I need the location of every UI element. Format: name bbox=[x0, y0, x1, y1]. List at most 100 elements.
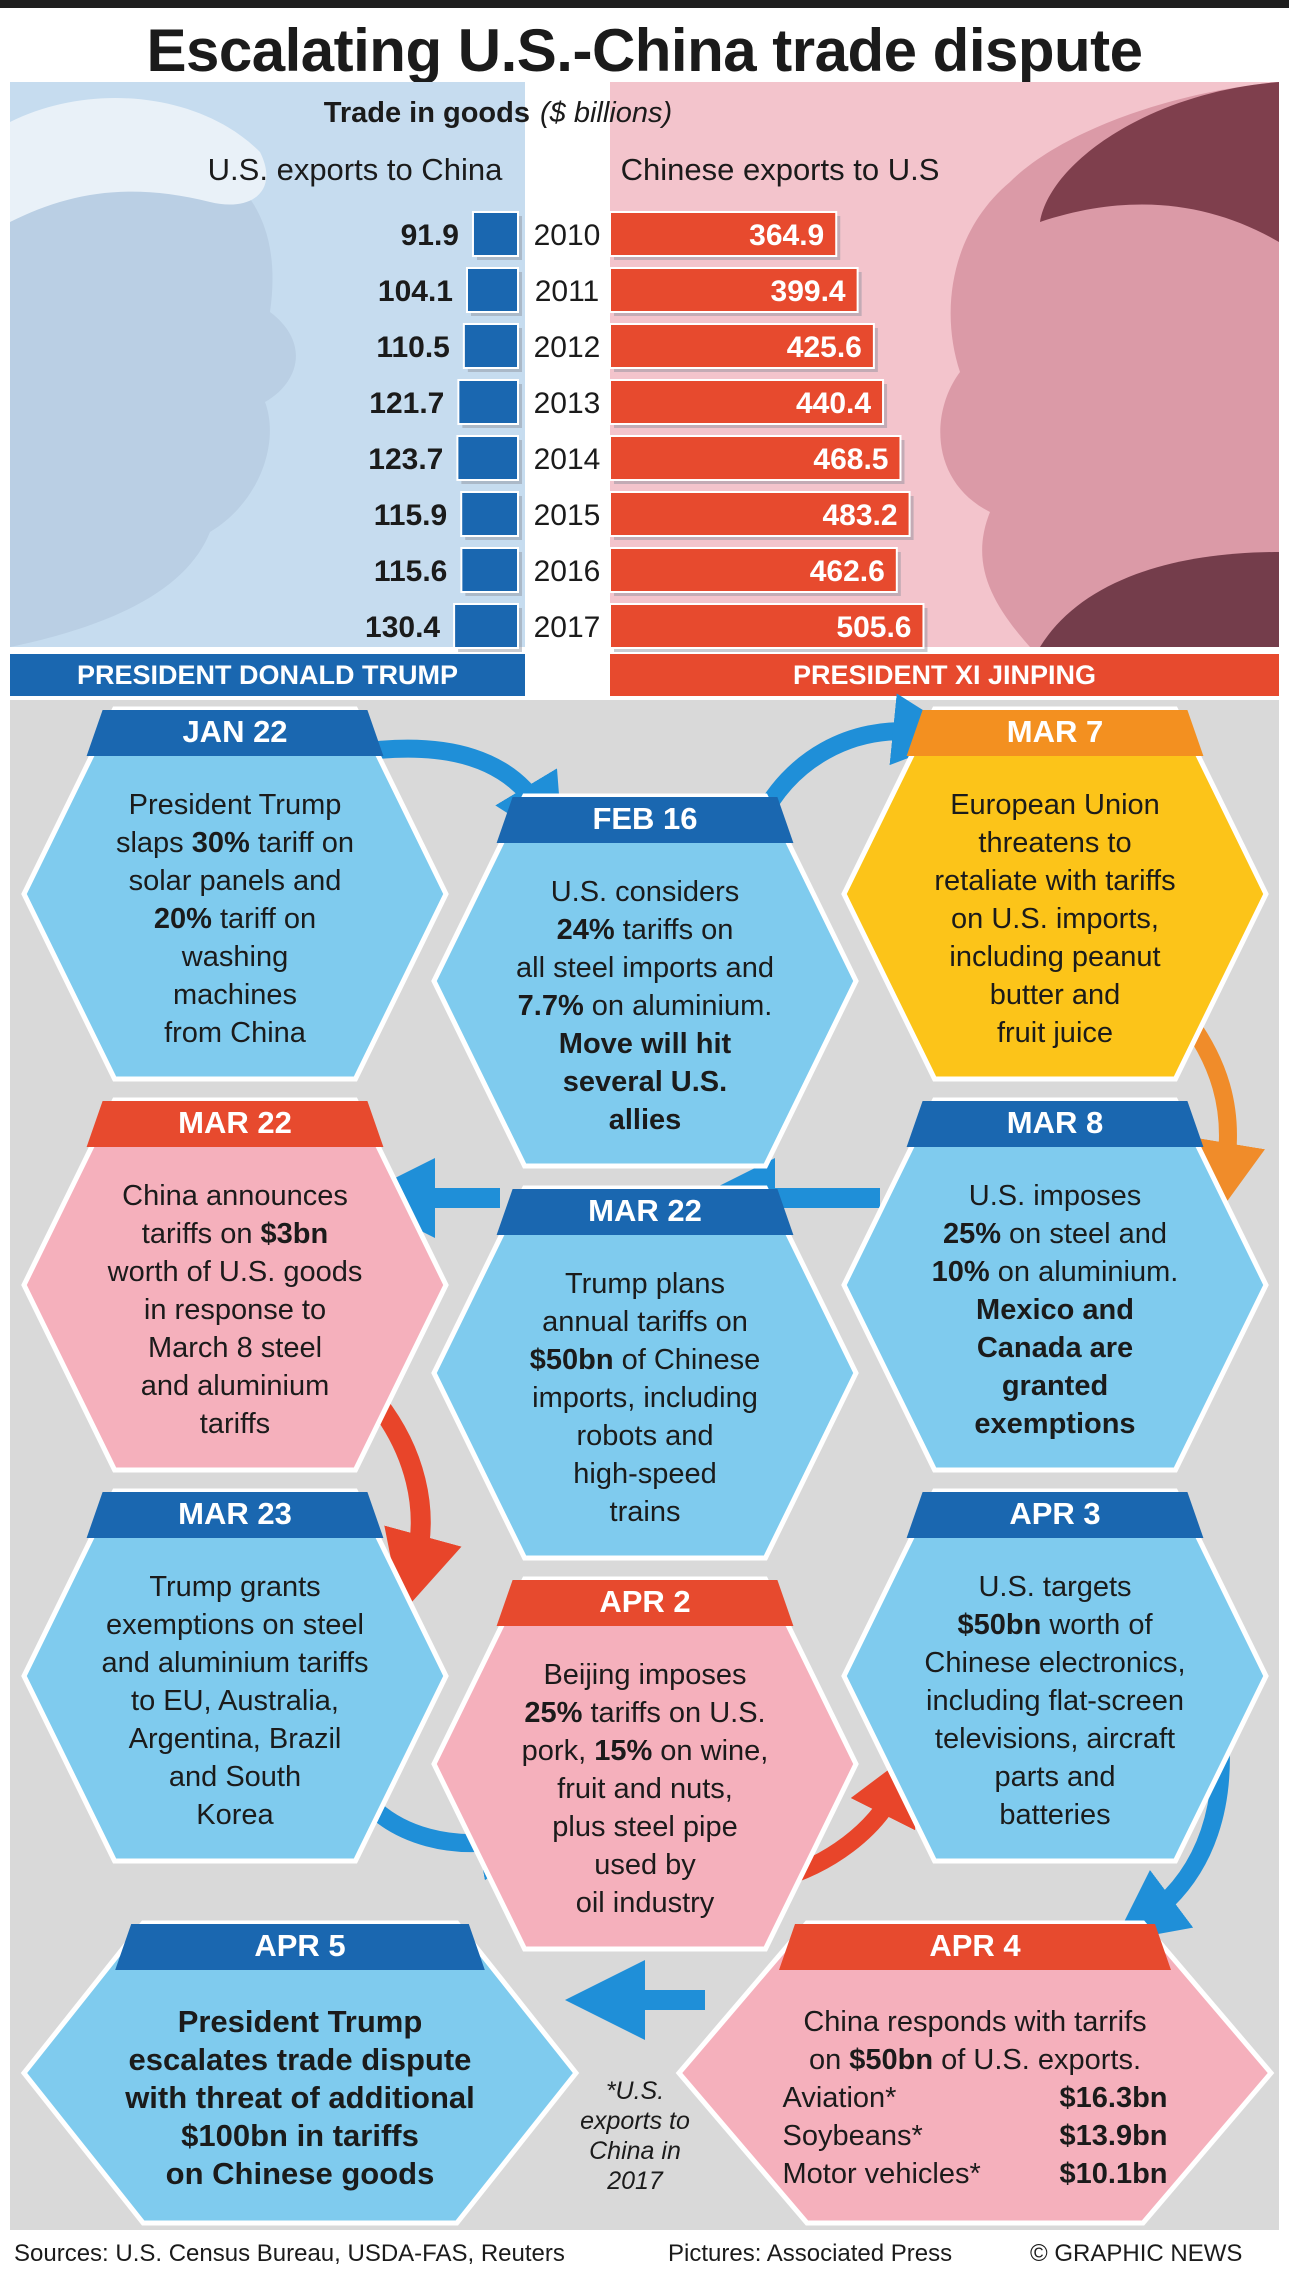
footer-sources: Sources: U.S. Census Bureau, USDA-FAS, R… bbox=[14, 2240, 565, 2267]
date-banner bbox=[906, 710, 1204, 756]
us-export-bar bbox=[465, 267, 519, 313]
event-hexagon bbox=[841, 1488, 1269, 1864]
description-line: tariffs on $3bn bbox=[141, 1218, 329, 1250]
description-line: and aluminium tariffs bbox=[101, 1647, 369, 1679]
event-date: APR 3 bbox=[1009, 1496, 1101, 1531]
hexagon-shape bbox=[431, 1185, 859, 1561]
event-date: APR 4 bbox=[929, 1928, 1021, 1963]
event-mar-7: MAR 7 European Union threatens to retaliate… bbox=[840, 706, 1270, 1082]
date-banner bbox=[86, 1101, 384, 1147]
date-banner bbox=[496, 1580, 794, 1626]
description-line: fruit and nuts, bbox=[557, 1773, 733, 1805]
footer bbox=[0, 2232, 1289, 2275]
date-banner bbox=[496, 1189, 794, 1235]
event-hexagon bbox=[431, 1576, 859, 1952]
description-line: trains bbox=[609, 1496, 681, 1528]
description-line: tariffs bbox=[199, 1408, 271, 1440]
description-line: in response to bbox=[143, 1294, 327, 1326]
description-line: $50bn worth of bbox=[957, 1609, 1153, 1641]
arrow-mar22a-mar23 bbox=[367, 1393, 462, 1614]
description-line: robots and bbox=[576, 1420, 714, 1452]
chart-unit-text: ($ billions) bbox=[540, 97, 672, 129]
year-label: 2010 bbox=[534, 219, 601, 252]
event-apr-2: APR 2 Beijing imposes 25% tariffs on U.S. p… bbox=[430, 1576, 860, 1952]
description-line: President Trump bbox=[177, 2004, 423, 2039]
description-line: allies bbox=[608, 1104, 682, 1136]
xi-portrait-image bbox=[940, 82, 1279, 647]
year-column bbox=[525, 140, 610, 647]
year-label: 2011 bbox=[535, 275, 600, 308]
china-value-label: 364.9 bbox=[749, 219, 824, 252]
tariff-item-row: Aviation* $16.3bn bbox=[783, 2079, 1168, 2117]
description-line: $50bn of Chinese bbox=[529, 1344, 761, 1376]
hexagon-shape bbox=[841, 1097, 1269, 1473]
china-value-label: 440.4 bbox=[796, 387, 871, 420]
event-date: MAR 8 bbox=[1006, 1105, 1104, 1140]
footnote-line: 2017 bbox=[607, 2167, 663, 2195]
china-value-label: 425.6 bbox=[787, 331, 862, 364]
year-label: 2015 bbox=[534, 499, 601, 532]
description-line: used by bbox=[594, 1849, 696, 1881]
description-line: including peanut bbox=[949, 941, 1161, 973]
top-rule bbox=[0, 0, 1289, 8]
china-export-bar bbox=[609, 491, 911, 537]
hexagon-shape bbox=[20, 1920, 580, 2226]
hexagon-shape bbox=[21, 706, 449, 1082]
china-series-title: Chinese exports to U.S bbox=[621, 152, 940, 187]
china-export-bar bbox=[609, 435, 902, 481]
china-value-label: 505.6 bbox=[836, 611, 911, 644]
event-hexagon bbox=[21, 1488, 449, 1864]
event-feb-16: FEB 16 U.S. considers 24% tariffs on all st… bbox=[430, 793, 860, 1169]
event-hexagon bbox=[431, 1185, 859, 1561]
year-label: 2016 bbox=[534, 555, 601, 588]
event-hexagon bbox=[675, 1920, 1275, 2226]
year-label: 2017 bbox=[534, 611, 601, 644]
hexagon-shape bbox=[21, 1097, 449, 1473]
description-line: with threat of additional bbox=[125, 2080, 475, 2115]
footnote: *U.S. exports to China in 2017 bbox=[570, 2076, 700, 2196]
hexagon-shape bbox=[21, 1488, 449, 1864]
description-line: exemptions bbox=[974, 1408, 1136, 1440]
description-line: threatens to bbox=[978, 827, 1132, 859]
date-banner bbox=[906, 1492, 1204, 1538]
china-export-bar bbox=[609, 603, 925, 649]
event-description: Beijing imposes 25% tariffs on U.S. pork, … bbox=[440, 1656, 850, 1922]
description-line: on Chinese goods bbox=[165, 2156, 435, 2191]
event-description: President Trump escalates trade dispute wi… bbox=[30, 2003, 570, 2193]
description-line: batteries bbox=[999, 1799, 1111, 1831]
us-export-bar bbox=[462, 323, 520, 369]
description-line: March 8 steel bbox=[147, 1332, 323, 1364]
description-line: oil industry bbox=[575, 1887, 715, 1919]
us-value-label: 110.5 bbox=[376, 331, 449, 364]
us-value-label: 115.6 bbox=[374, 555, 447, 588]
bar-group: 91.9 364.9 2010 104.1 399.4 2011 110.5 425.6 201… bbox=[365, 211, 928, 652]
description-line: Canada are bbox=[976, 1332, 1134, 1364]
event-description: European Union threatens to retaliate with… bbox=[850, 786, 1260, 1052]
description-line: Trump plans bbox=[564, 1268, 726, 1300]
description-line: Beijing imposes bbox=[543, 1659, 747, 1691]
description-line: plus steel pipe bbox=[552, 1811, 738, 1843]
year-label: 2014 bbox=[534, 443, 601, 476]
trump-portrait-image bbox=[10, 98, 296, 647]
tariff-item-label: Aviation* bbox=[782, 2082, 897, 2114]
us-value-label: 115.9 bbox=[374, 499, 447, 532]
trump-photo-panel bbox=[10, 82, 525, 647]
hexagon-shape bbox=[675, 1920, 1275, 2226]
event-apr-4: APR 4 China responds with tarrifs on $50bn… bbox=[675, 1920, 1275, 2226]
description-line: U.S. considers bbox=[550, 876, 740, 908]
event-hexagon bbox=[21, 1097, 449, 1473]
year-label: 2012 bbox=[534, 331, 601, 364]
china-export-bar bbox=[609, 323, 875, 369]
event-hexagon bbox=[841, 706, 1269, 1082]
date-banner bbox=[496, 797, 794, 843]
description-line: exemptions on steel bbox=[106, 1609, 364, 1641]
event-description: U.S. considers 24% tariffs on all steel im… bbox=[440, 873, 850, 1139]
description-line: pork, 15% on wine, bbox=[521, 1735, 769, 1767]
event-description: Trump grants exemptions on steel and alumi… bbox=[30, 1568, 440, 1834]
description-line: televisions, aircraft bbox=[934, 1723, 1176, 1755]
hexagon-shape bbox=[431, 793, 859, 1169]
us-series-title: U.S. exports to China bbox=[208, 152, 503, 187]
china-export-bar bbox=[609, 267, 859, 313]
description-line: President Trump bbox=[128, 789, 342, 821]
description-line: Trump grants bbox=[149, 1571, 321, 1603]
